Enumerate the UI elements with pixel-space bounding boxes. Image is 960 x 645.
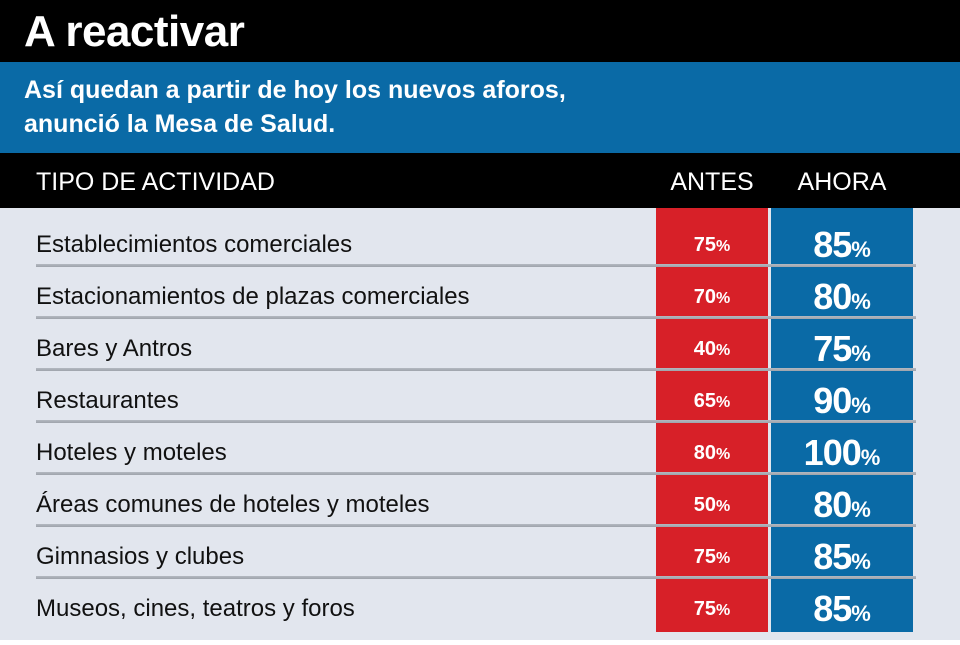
ahora-number: 80 [813,484,852,525]
percent-sign: % [860,445,881,470]
column-header-antes: ANTES [670,168,754,196]
table-row: Estacionamientos de plazas comerciales 70… [0,266,960,318]
antes-value: 80% [656,422,768,486]
antes-number: 70 [693,286,716,308]
percent-sign: % [716,290,731,307]
activity-label: Restaurantes [36,387,179,414]
percent-sign: % [851,601,871,626]
row-divider [36,264,916,267]
percent-sign: % [716,342,731,359]
percent-sign: % [851,237,871,262]
ahora-value: 80% [771,474,913,541]
antes-value: 40% [656,318,768,382]
antes-value: 75% [656,214,768,278]
activity-label: Hoteles y moteles [36,439,227,466]
table-row: Bares y Antros 40% 75% [0,318,960,370]
percent-sign: % [851,549,871,574]
page-title: A reactivar [24,7,245,56]
percent-sign: % [851,341,871,366]
activity-label: Gimnasios y clubes [36,543,245,570]
antes-number: 75 [693,234,716,256]
ahora-number: 80 [813,276,852,317]
ahora-number: 85 [813,536,852,577]
ahora-number: 75 [813,328,852,369]
subtitle-bar: Así quedan a partir de hoy los nuevos af… [0,62,960,153]
antes-number: 80 [693,442,716,464]
table-header: TIPO DE ACTIVIDAD ANTES AHORA [0,153,960,208]
table-row: Restaurantes 65% 90% [0,370,960,422]
column-header-ahora: AHORA [797,168,887,196]
antes-value: 50% [656,474,768,538]
percent-sign: % [851,289,871,314]
row-divider [36,576,916,579]
table-row: Establecimientos comerciales 75% 85% [0,214,960,266]
percent-sign: % [716,446,731,463]
ahora-value: 75% [771,318,913,385]
ahora-value: 85% [771,578,913,645]
subtitle-line-1: Así quedan a partir de hoy los nuevos af… [24,76,566,104]
percent-sign: % [716,498,731,515]
column-header-activity: TIPO DE ACTIVIDAD [36,168,275,196]
activity-label: Museos, cines, teatros y foros [36,595,355,622]
antes-value: 75% [656,526,768,590]
activity-label: Estacionamientos de plazas comerciales [36,283,470,310]
antes-value: 70% [656,266,768,330]
ahora-value: 90% [771,370,913,437]
table-row: Gimnasios y clubes 75% 85% [0,526,960,578]
ahora-number: 85 [813,224,852,265]
percent-sign: % [716,394,731,411]
subtitle: Así quedan a partir de hoy los nuevos af… [24,73,924,141]
row-divider [36,524,916,527]
percent-sign: % [851,393,871,418]
ahora-value: 80% [771,266,913,333]
antes-value: 75% [656,578,768,642]
percent-sign: % [716,238,731,255]
title-bar: A reactivar [0,0,960,62]
row-divider [36,316,916,319]
ahora-value: 85% [771,214,913,281]
antes-number: 50 [693,494,716,516]
ahora-number: 100 [803,432,862,473]
ahora-number: 90 [813,380,852,421]
row-divider [36,472,916,475]
row-divider [36,368,916,371]
ahora-value: 85% [771,526,913,593]
ahora-number: 85 [813,588,852,629]
antes-number: 40 [693,338,716,360]
percent-sign: % [851,497,871,522]
table-row: Áreas comunes de hoteles y moteles 50% 80% [0,474,960,526]
activity-label: Bares y Antros [36,335,193,362]
row-divider [36,420,916,423]
antes-number: 65 [693,390,716,412]
table-row: Hoteles y moteles 80% 100% [0,422,960,474]
subtitle-line-2: anunció la Mesa de Salud. [24,110,336,138]
antes-value: 65% [656,370,768,434]
activity-label: Establecimientos comerciales [36,231,353,258]
antes-number: 75 [693,546,716,568]
antes-number: 75 [693,598,716,620]
activity-label: Áreas comunes de hoteles y moteles [36,491,430,518]
percent-sign: % [716,602,731,619]
ahora-value: 100% [771,422,913,489]
table-row: Museos, cines, teatros y foros 75% 85% [0,578,960,630]
percent-sign: % [716,550,731,567]
